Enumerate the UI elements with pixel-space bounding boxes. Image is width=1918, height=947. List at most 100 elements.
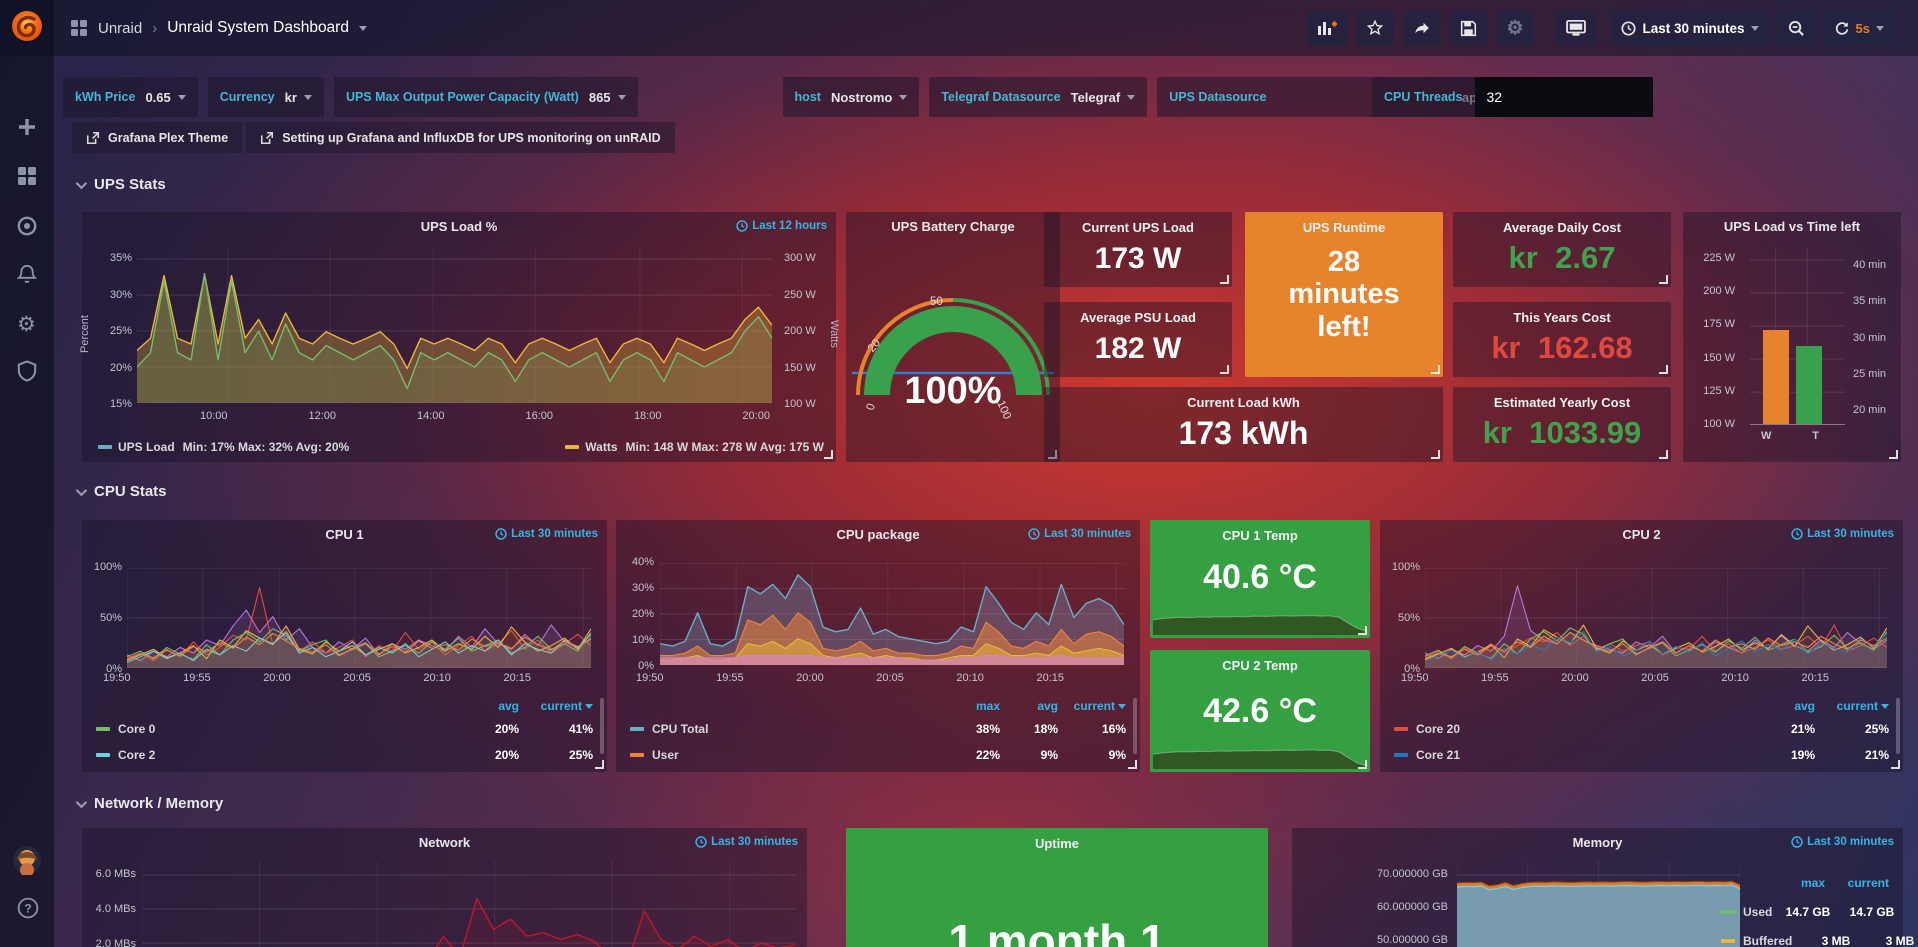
ups-load-plot[interactable] — [137, 247, 772, 403]
share-dashboard-button[interactable] — [1403, 10, 1442, 46]
variable-dropdown[interactable]: kWh Price 0.65 — [63, 77, 198, 117]
panel-time-range[interactable]: Last 30 minutes — [495, 528, 598, 540]
cpu-package-plot[interactable] — [660, 563, 1124, 665]
stat-title[interactable]: CPU 1 Temp — [1222, 528, 1298, 543]
dashboard-link[interactable]: Grafana Plex Theme — [72, 122, 243, 153]
breadcrumb-app[interactable]: Unraid — [98, 19, 143, 37]
x-axis-tick: 20:00 — [1561, 672, 1589, 684]
stat-title[interactable]: UPS Runtime — [1302, 220, 1386, 235]
legend-series[interactable]: Buffered — [1721, 934, 1792, 947]
variable-dropdown[interactable]: UPS Max Output Power Capacity (Watt) 865 — [333, 77, 638, 117]
variable-label: Currency — [219, 90, 275, 104]
legend-sort-avg[interactable]: avg — [1037, 699, 1058, 713]
stat-title[interactable]: Average PSU Load — [1080, 310, 1196, 325]
panel-title[interactable]: Memory — [1572, 835, 1623, 850]
legend-series[interactable]: Core 0 — [96, 722, 457, 736]
stat-title[interactable]: Average Daily Cost — [1502, 220, 1621, 235]
stat-title[interactable]: This Years Cost — [1513, 310, 1611, 325]
legend-sort-avg[interactable]: avg — [498, 699, 519, 713]
stat-value: 173 W — [1094, 242, 1182, 275]
stat-title[interactable]: Current UPS Load — [1082, 220, 1194, 235]
help-icon[interactable]: ? — [17, 897, 39, 919]
stat-title[interactable]: Estimated Yearly Cost — [1493, 395, 1631, 410]
cpu-threads-input[interactable]: 32 — [1474, 77, 1653, 117]
refresh-picker[interactable]: 5s — [1823, 10, 1894, 46]
variable-value[interactable]: 0.65 — [145, 90, 186, 105]
grafana-logo[interactable] — [8, 7, 46, 45]
panel-title[interactable]: Network — [418, 835, 471, 850]
explore-icon[interactable] — [17, 216, 37, 236]
legend-sort-avg[interactable]: avg — [1794, 699, 1815, 713]
stat-title[interactable]: Uptime — [1034, 836, 1080, 851]
panel-title[interactable]: CPU 2 — [1622, 527, 1661, 542]
alerting-bell-icon[interactable] — [17, 264, 37, 284]
dashboard-title[interactable]: Unraid System Dashboard — [167, 19, 349, 36]
legend-sort-max[interactable]: max — [975, 699, 1000, 713]
legend-series[interactable]: User — [630, 748, 942, 762]
dashboards-icon[interactable] — [17, 166, 37, 186]
panel-network: Network Last 30 minutes 6.0 MBs 4.0 MBs 2.… — [82, 828, 807, 947]
legend-series[interactable]: Core 20 — [1394, 722, 1753, 736]
user-avatar[interactable] — [12, 845, 41, 875]
clock-icon — [736, 220, 748, 232]
legend-sort-current[interactable]: current — [1058, 699, 1126, 713]
server-admin-shield-icon[interactable] — [17, 360, 37, 382]
panel-time-range[interactable]: Last 30 minutes — [1791, 528, 1894, 540]
panel-uptime: Uptime 1 month 1 — [846, 828, 1268, 947]
time-range-picker[interactable]: Last 30 minutes — [1611, 10, 1769, 46]
legend-sort-current[interactable]: current — [1815, 699, 1889, 713]
variable-value[interactable]: Nostromo — [831, 90, 908, 105]
panel-title[interactable]: CPU package — [836, 527, 920, 542]
variable-dropdown[interactable]: host Nostromo — [782, 77, 920, 117]
legend-name: Watts — [585, 440, 618, 454]
panel-title[interactable]: UPS Battery Charge — [891, 219, 1015, 234]
stat-title[interactable]: Current Load kWh — [1187, 395, 1300, 410]
star-dashboard-button[interactable] — [1356, 10, 1395, 46]
legend-series[interactable]: Core 2 — [96, 748, 457, 762]
variable-value[interactable]: 865 — [589, 90, 626, 105]
panel-title[interactable]: UPS Load % — [420, 219, 498, 234]
variable-dropdown[interactable]: Telegraf Datasource Telegraf — [929, 77, 1148, 117]
panel-time-range[interactable]: Last 12 hours — [736, 220, 827, 232]
variable-value[interactable]: kr — [285, 90, 312, 105]
legend-sort-current[interactable]: current — [1847, 875, 1889, 890]
legend-scrollbar[interactable] — [600, 698, 604, 754]
legend-series[interactable]: UPS Load Min: 17% Max: 32% Avg: 20% — [98, 440, 349, 454]
network-plot[interactable] — [142, 861, 795, 947]
dashboard-link[interactable]: Setting up Grafana and InfluxDB for UPS … — [246, 122, 675, 153]
configuration-gear-icon[interactable]: ⚙ — [17, 313, 36, 336]
legend-series[interactable]: Core 21 — [1394, 748, 1753, 762]
panel-title[interactable]: UPS Load vs Time left — [1723, 219, 1861, 234]
legend-scrollbar[interactable] — [1896, 698, 1900, 754]
legend-sort-max[interactable]: max — [1800, 875, 1825, 890]
dashboard-grid-icon[interactable] — [70, 19, 88, 37]
legend-sort-current[interactable]: current — [519, 699, 593, 713]
section-ups-stats[interactable]: UPS Stats — [75, 176, 166, 193]
cycle-view-mode-button[interactable] — [1556, 10, 1597, 46]
dashboard-title-caret-icon[interactable] — [358, 25, 367, 31]
temp-sparkline — [1153, 585, 1367, 635]
variable-value[interactable]: Telegraf — [1071, 90, 1136, 105]
stat-title[interactable]: CPU 2 Temp — [1222, 658, 1298, 673]
panel-title[interactable]: CPU 1 — [325, 527, 364, 542]
memory-plot[interactable] — [1457, 861, 1740, 947]
legend-series[interactable]: Used — [1721, 905, 1772, 919]
create-plus-icon[interactable] — [17, 117, 37, 137]
legend-series[interactable]: Watts Min: 148 W Max: 278 W Avg: 175 W — [565, 440, 824, 454]
legend-scrollbar[interactable] — [1133, 698, 1137, 754]
section-cpu-stats[interactable]: CPU Stats — [75, 483, 167, 500]
add-panel-button[interactable] — [1307, 10, 1348, 46]
panel-time-range[interactable]: Last 30 minutes — [1028, 528, 1131, 540]
load-vs-time-bars[interactable] — [1750, 247, 1845, 425]
legend-series[interactable]: CPU Total — [630, 722, 942, 736]
cpu2-plot[interactable] — [1425, 568, 1887, 668]
zoom-out-time-button[interactable] — [1777, 10, 1815, 46]
section-network-memory[interactable]: Network / Memory — [75, 795, 223, 812]
cpu1-plot[interactable] — [127, 568, 591, 668]
panel-time-range[interactable]: Last 30 minutes — [695, 836, 798, 848]
save-dashboard-button[interactable] — [1450, 10, 1488, 46]
variable-dropdown[interactable]: Currency kr — [207, 77, 324, 117]
dashboard-settings-button[interactable]: ⚙ — [1496, 10, 1534, 46]
variable-label: UPS Max Output Power Capacity (Watt) — [345, 90, 579, 104]
panel-time-range[interactable]: Last 30 minutes — [1791, 836, 1894, 848]
